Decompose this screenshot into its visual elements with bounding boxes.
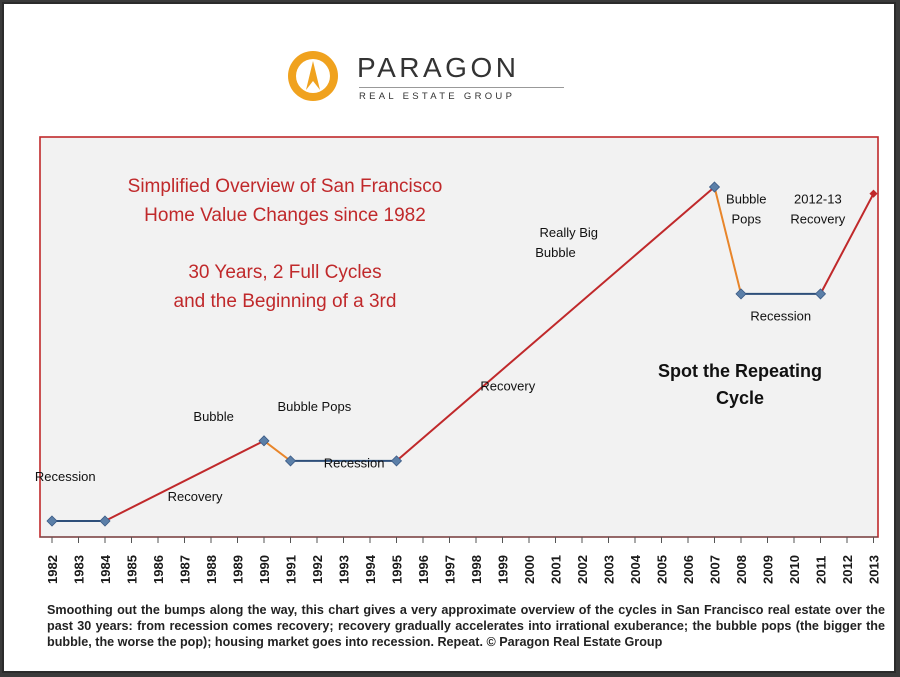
- x-tick-label: 1985: [125, 555, 140, 584]
- phase-annotation: Recovery: [480, 379, 535, 394]
- x-axis: 1982 1983 1984 1985 1986 1987 1988 1989 1990 1991…: [45, 537, 882, 584]
- x-tick-label: 1983: [72, 555, 87, 584]
- x-tick-label: 1993: [337, 555, 352, 584]
- data-point-marker: [869, 189, 878, 198]
- phase-annotation: Bubble Pops: [277, 399, 351, 414]
- x-tick-label: 2003: [602, 555, 617, 584]
- x-tick-label: 2009: [761, 555, 776, 584]
- x-tick-label: 1995: [390, 555, 405, 584]
- data-point-marker: [46, 515, 58, 527]
- logo-divider: [359, 87, 564, 88]
- chart-title: Simplified Overview of San Francisco Home…: [128, 176, 443, 312]
- x-tick-label: 1989: [231, 555, 246, 584]
- segment-recovery: [395, 186, 716, 462]
- callout-line: Cycle: [716, 388, 764, 408]
- x-tick-label: 1987: [178, 555, 193, 584]
- segment-pop: [713, 186, 742, 295]
- x-tick-label: 1982: [45, 555, 60, 584]
- data-point-marker: [390, 455, 403, 467]
- chart-title-line: Simplified Overview of San Francisco: [128, 176, 443, 197]
- x-tick-label: 2011: [814, 556, 829, 584]
- x-tick-label: 1990: [257, 555, 272, 584]
- chart-title-line: and the Beginning of a 3rd: [174, 291, 397, 312]
- x-tick-label: 2000: [522, 555, 537, 584]
- phase-annotation: Recession: [750, 309, 811, 324]
- x-tick-label: 2005: [655, 555, 670, 584]
- callout-line: Spot the Repeating: [658, 361, 822, 381]
- phase-annotation: Bubble: [193, 409, 233, 424]
- chart-callout: Spot the Repeating Cycle: [658, 361, 822, 408]
- data-point-marker: [708, 181, 721, 193]
- series-lines: [51, 186, 875, 522]
- paragon-logo-icon: [288, 51, 338, 101]
- phase-annotation: Really Big: [539, 225, 598, 240]
- plot-area: [39, 136, 879, 538]
- x-tick-label: 2010: [787, 555, 802, 584]
- x-tick-label: 1988: [204, 555, 219, 584]
- x-tick-label: 1986: [151, 555, 166, 584]
- x-tick-label: 1984: [98, 554, 113, 584]
- x-tick-label: 2004: [628, 554, 643, 584]
- data-point-marker: [735, 288, 747, 300]
- phase-annotation: Recovery: [790, 212, 845, 227]
- segment-pop: [263, 439, 292, 462]
- data-point-marker: [258, 435, 270, 447]
- x-tick-label: 2002: [575, 555, 590, 584]
- segment-recovery: [819, 192, 875, 295]
- x-tick-label: 1997: [443, 555, 458, 584]
- phase-annotation: 2012-13: [794, 192, 842, 207]
- series-markers: [46, 181, 878, 527]
- chart-title-line: 30 Years, 2 Full Cycles: [188, 262, 381, 283]
- x-tick-label: 2001: [549, 555, 564, 584]
- x-tick-label: 1998: [469, 555, 484, 584]
- x-tick-label: 2006: [681, 555, 696, 584]
- data-point-marker: [99, 515, 111, 527]
- logo-tagline: REAL ESTATE GROUP: [359, 91, 516, 102]
- segment-recovery: [104, 439, 265, 522]
- phase-annotation: Pops: [731, 212, 761, 227]
- x-tick-label: 1999: [496, 555, 511, 584]
- logo-company-name: PARAGON: [357, 52, 520, 83]
- chart-title-line: Home Value Changes since 1982: [144, 205, 426, 226]
- x-tick-label: 1994: [363, 554, 378, 584]
- phase-annotations: Recession Recovery Bubble Bubble Pops Recess…: [35, 192, 846, 504]
- paragon-logo: PARAGON REAL ESTATE GROUP: [287, 50, 587, 106]
- phase-annotation: Recovery: [168, 489, 223, 504]
- data-point-marker: [284, 455, 297, 467]
- x-tick-label: 1992: [310, 555, 325, 584]
- x-tick-label: 2012: [840, 555, 855, 584]
- phase-annotation: Recession: [35, 469, 96, 484]
- phase-annotation: Bubble: [535, 245, 575, 260]
- x-tick-label: 2013: [867, 555, 882, 584]
- x-tick-label: 2007: [708, 555, 723, 584]
- chart-caption: Smoothing out the bumps along the way, t…: [47, 603, 885, 649]
- x-tick-label: 1991: [284, 555, 299, 584]
- phase-annotation: Bubble: [726, 192, 766, 207]
- phase-annotation: Recession: [324, 456, 385, 471]
- x-tick-label: 1996: [416, 555, 431, 584]
- x-tick-label: 2008: [734, 555, 749, 584]
- home-value-chart: Simplified Overview of San Francisco Home…: [35, 136, 882, 584]
- data-point-marker: [814, 288, 827, 300]
